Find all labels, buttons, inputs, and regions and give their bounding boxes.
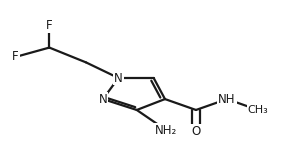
Text: N: N <box>98 93 107 106</box>
Text: NH₂: NH₂ <box>155 124 177 137</box>
Text: F: F <box>12 50 19 63</box>
Text: NH: NH <box>218 93 236 106</box>
Text: F: F <box>46 19 53 32</box>
Text: O: O <box>191 125 201 138</box>
Text: CH₃: CH₃ <box>248 105 268 115</box>
Text: N: N <box>114 71 123 85</box>
